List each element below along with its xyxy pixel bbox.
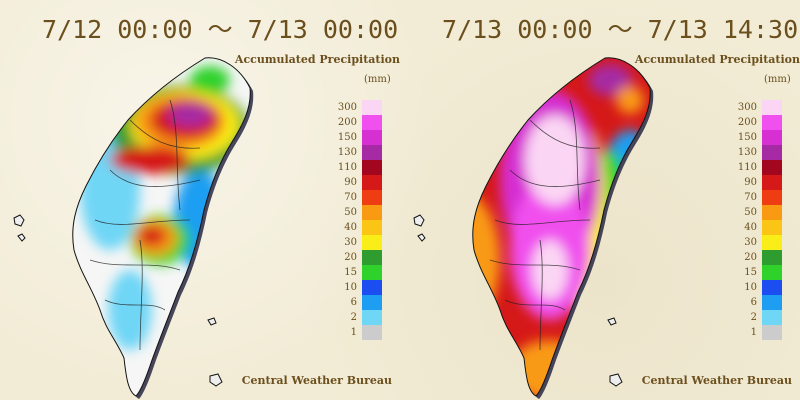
legend-label: 40 [344, 222, 357, 233]
legend-label: 150 [737, 132, 757, 143]
legend-label: 15 [344, 267, 357, 278]
legend-swatch [762, 115, 782, 130]
legend-swatch [762, 205, 782, 220]
legend-swatch [762, 175, 782, 190]
legend-swatch [362, 190, 382, 205]
legend-label: 40 [744, 222, 757, 233]
panel-1: 7/12 00:00 ～ 7/13 00:00 Accumulated Prec… [13, 15, 400, 399]
legend-swatch [362, 205, 382, 220]
legend-swatch [762, 130, 782, 145]
legend-label: 70 [744, 192, 757, 203]
legend-label: 130 [737, 147, 757, 158]
legend-label: 1 [750, 327, 757, 338]
legend-swatch [362, 280, 382, 295]
legend-swatch [762, 190, 782, 205]
precipitation-legend: 300 200 150 130 110 90 70 50 40 30 20 15… [730, 100, 782, 352]
legend-label: 20 [744, 252, 757, 263]
legend-swatch [762, 280, 782, 295]
legend-label: 20 [344, 252, 357, 263]
legend-label: 300 [337, 102, 357, 113]
legend-swatch [762, 160, 782, 175]
map-title: Accumulated Precipitation [234, 53, 400, 66]
panel-2: 7/13 00:00 ～ 7/13 14:30 Accumulated Prec… [400, 0, 800, 400]
taiwan-rainfall-map [13, 57, 254, 399]
map-title: Accumulated Precipitation [634, 53, 800, 66]
legend-label: 10 [344, 282, 357, 293]
legend-swatch [362, 100, 382, 115]
legend-label: 200 [737, 117, 757, 128]
legend-label: 1 [350, 327, 357, 338]
legend-swatch [362, 265, 382, 280]
credit-label: Central Weather Bureau [641, 374, 792, 387]
legend-label: 15 [744, 267, 757, 278]
legend-swatch [362, 310, 382, 325]
credit-label: Central Weather Bureau [241, 374, 392, 387]
legend-label: 30 [744, 237, 757, 248]
legend-swatch [762, 250, 782, 265]
legend-label: 300 [737, 102, 757, 113]
legend-swatch [362, 130, 382, 145]
legend-swatch [362, 250, 382, 265]
legend-swatch [762, 265, 782, 280]
legend-swatch [362, 145, 382, 160]
period-label: 7/12 00:00 ～ 7/13 00:00 [42, 15, 399, 44]
legend-label: 130 [337, 147, 357, 158]
legend-swatch [762, 295, 782, 310]
legend-swatch [762, 145, 782, 160]
legend-swatch [762, 100, 782, 115]
legend-label: 50 [344, 207, 357, 218]
legend-label: 2 [350, 312, 357, 323]
legend-unit: (mm) [364, 74, 391, 85]
legend-label: 2 [750, 312, 757, 323]
legend-label: 90 [744, 177, 757, 188]
legend-swatch [762, 325, 782, 340]
legend-swatch [762, 235, 782, 250]
legend-label: 150 [337, 132, 357, 143]
taiwan-rainfall-map [413, 57, 654, 399]
legend-label: 30 [344, 237, 357, 248]
legend-swatch [762, 220, 782, 235]
legend-label: 70 [344, 192, 357, 203]
legend-label: 110 [737, 162, 757, 173]
precipitation-legend: 300 200 150 130 110 90 70 50 40 30 20 15… [330, 100, 382, 352]
legend-label: 6 [350, 297, 357, 308]
legend-label: 6 [750, 297, 757, 308]
period-label: 7/13 00:00 ～ 7/13 14:30 [442, 15, 799, 44]
legend-swatch [762, 310, 782, 325]
legend-label: 90 [344, 177, 357, 188]
legend-swatch [362, 325, 382, 340]
legend-label: 200 [337, 117, 357, 128]
legend-swatch [362, 295, 382, 310]
legend-label: 10 [744, 282, 757, 293]
legend-swatch [362, 160, 382, 175]
legend-unit: (mm) [764, 74, 791, 85]
legend-swatch [362, 235, 382, 250]
legend-swatch [362, 175, 382, 190]
legend-label: 50 [744, 207, 757, 218]
legend-swatch [362, 115, 382, 130]
legend-swatch [362, 220, 382, 235]
legend-label: 110 [337, 162, 357, 173]
